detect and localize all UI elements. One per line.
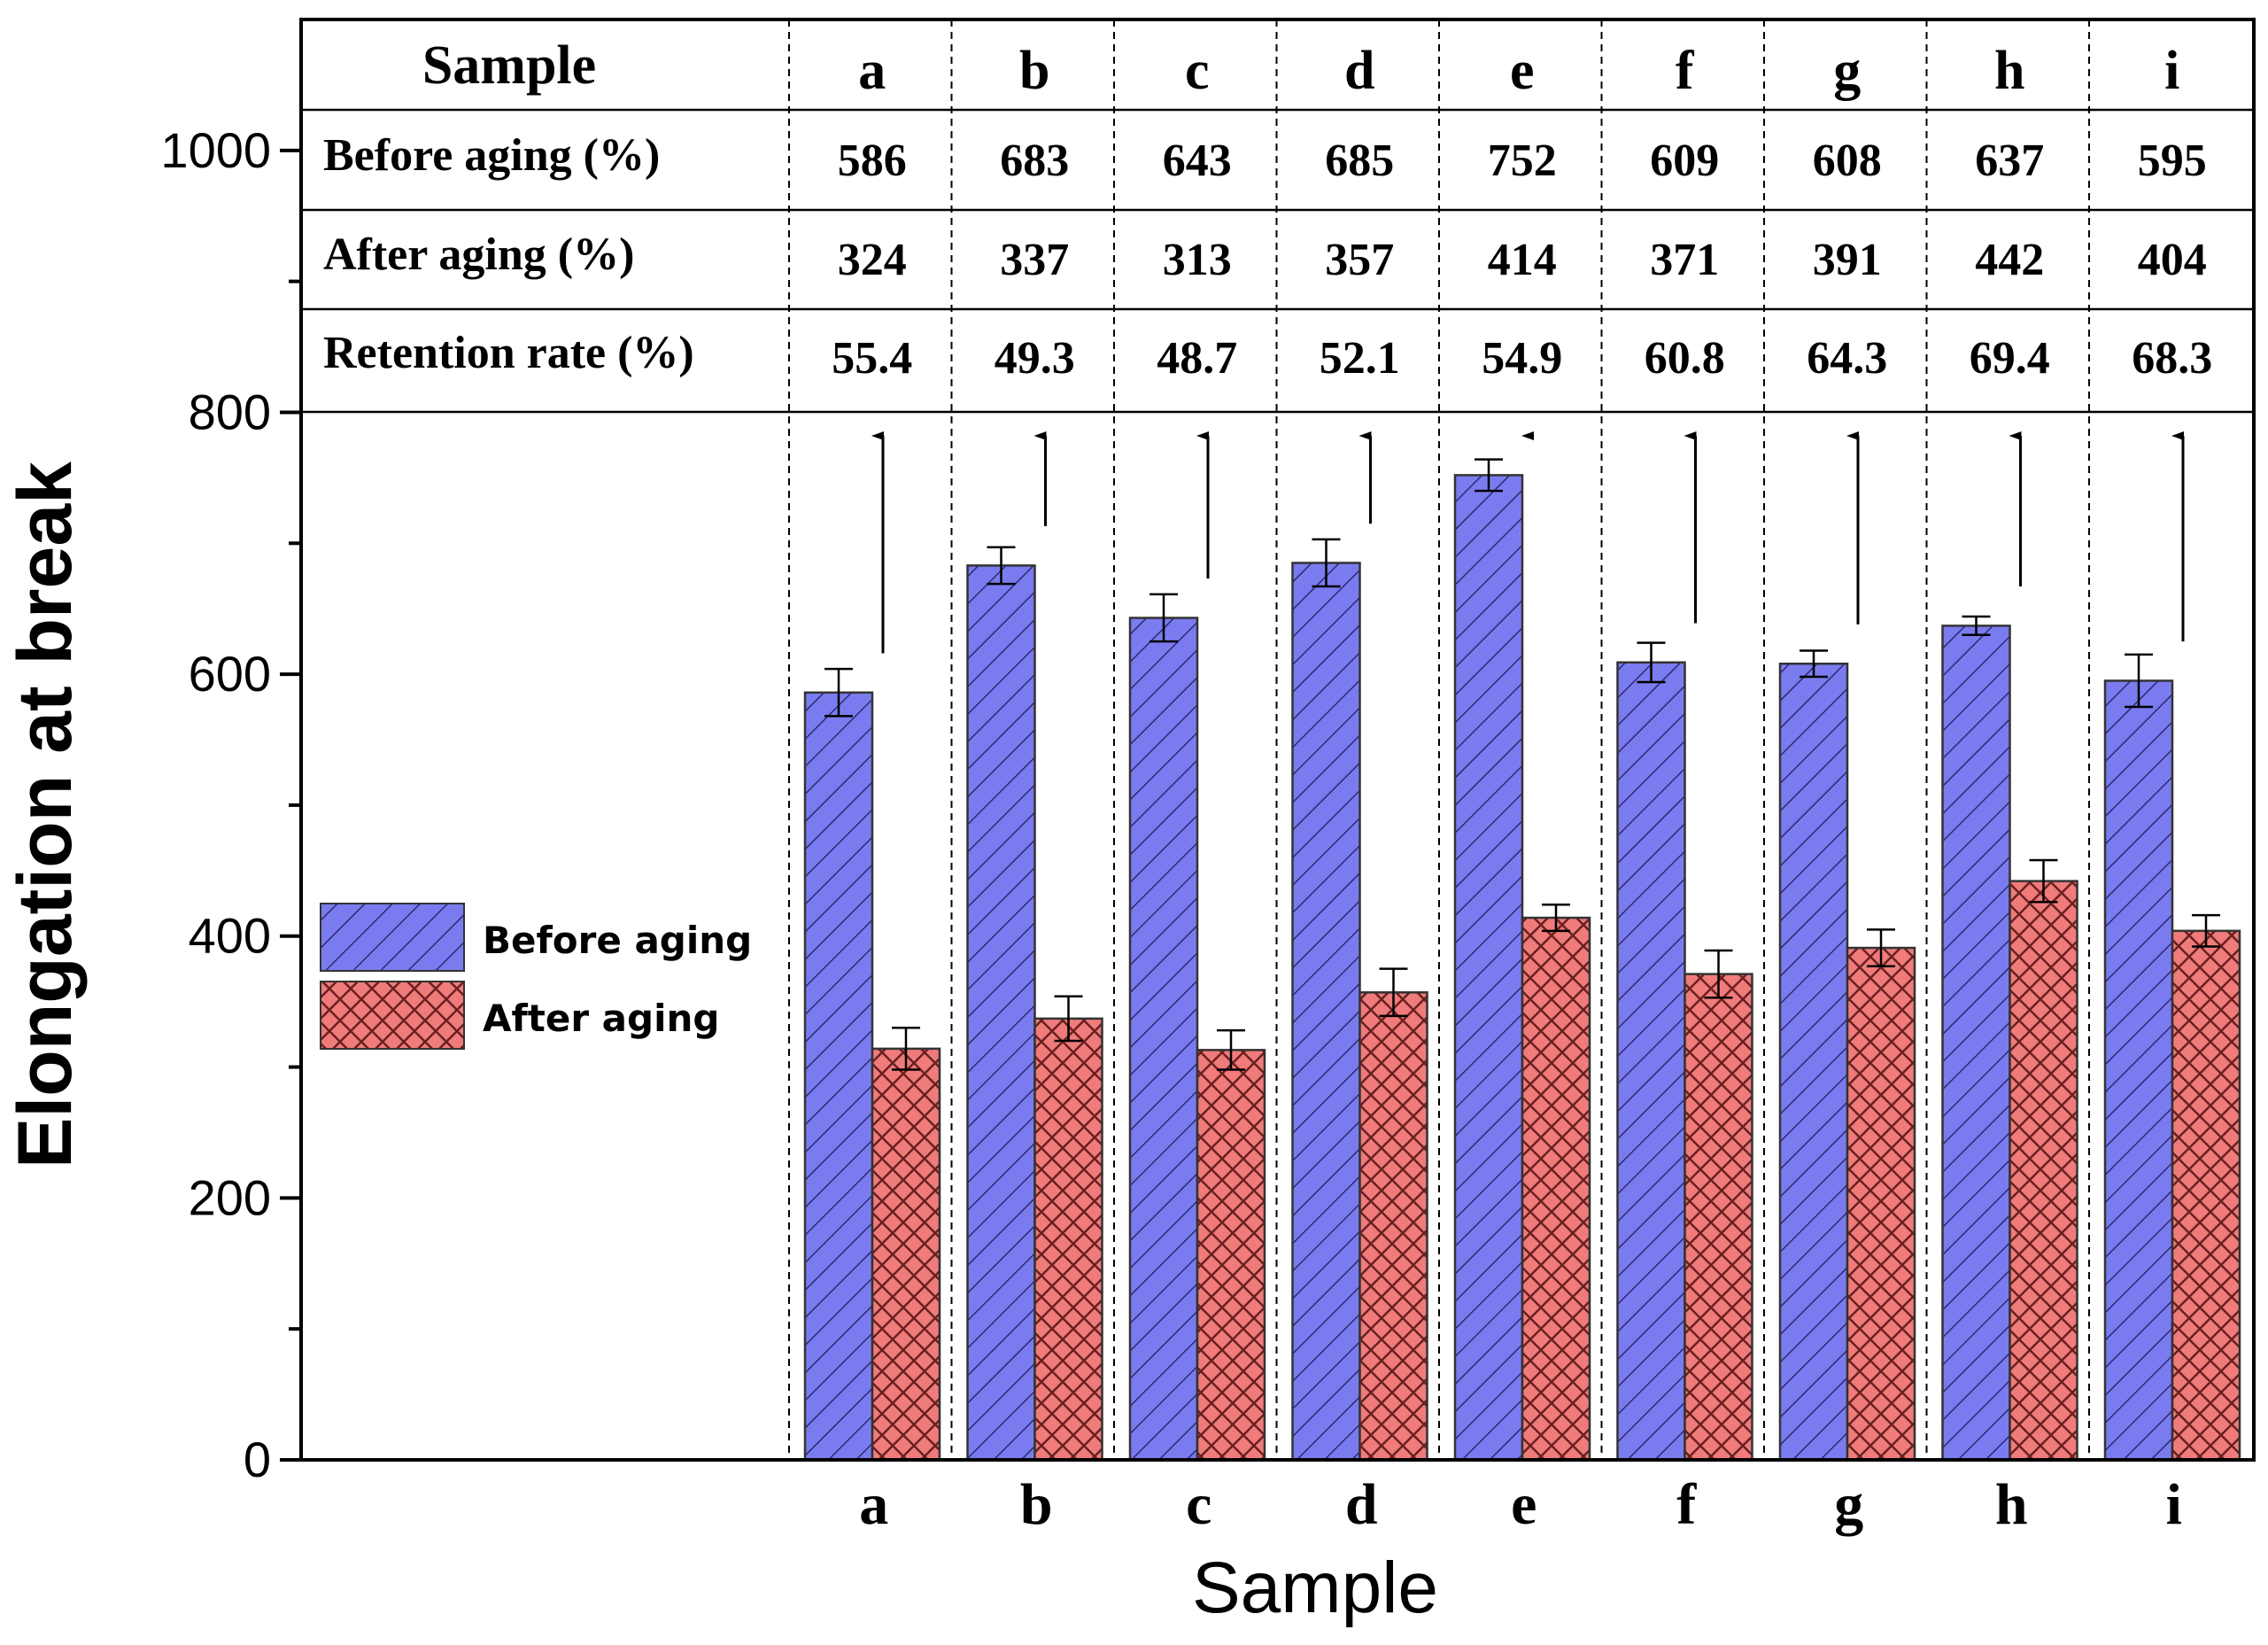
table-cell: 313 [1163, 235, 1232, 285]
table-row-label: Before aging (%) [323, 130, 660, 181]
table-cell: 414 [1488, 235, 1557, 285]
table-cell: 685 [1325, 136, 1394, 186]
y-tick-label: 400 [189, 908, 271, 964]
table-cell: 55.4 [832, 333, 912, 384]
bar-series [803, 458, 2241, 1462]
table-column-header: h [1994, 41, 2024, 101]
bar-after-aging [2009, 880, 2078, 1462]
bar-after-aging [1521, 916, 1591, 1462]
bar-after-aging [1684, 973, 1753, 1462]
legend-swatch-after [320, 981, 465, 1050]
table-cell: 64.3 [1807, 333, 1887, 384]
x-tick-label: i [2166, 1472, 2182, 1537]
bar-before-aging [1453, 474, 1524, 1462]
table-cell: 52.1 [1320, 333, 1400, 384]
bar-before-aging [2103, 679, 2174, 1462]
bar-before-aging [803, 691, 874, 1462]
table-cell: 337 [1000, 235, 1069, 285]
table-cell: 60.8 [1645, 333, 1725, 384]
bar-after-aging [1846, 946, 1916, 1462]
bar-after-aging [871, 1047, 941, 1462]
legend-label-after: After aging [483, 997, 719, 1040]
y-tick-label: 200 [189, 1169, 271, 1225]
y-tick-label: 800 [189, 384, 271, 439]
y-tick-label: 0 [244, 1432, 271, 1487]
table-column-header: i [2164, 41, 2179, 101]
table-cell: 404 [2138, 235, 2207, 285]
bar-before-aging [966, 564, 1036, 1462]
table-column-header: d [1344, 41, 1374, 101]
legend-label-before: Before aging [483, 919, 752, 962]
table-cell: 54.9 [1482, 333, 1562, 384]
x-tick-label: e [1511, 1472, 1537, 1537]
y-axis-label: Elongation at break [3, 462, 88, 1168]
table-cell: 371 [1650, 235, 1719, 285]
table-cell: 595 [2138, 136, 2207, 186]
bar-after-aging [1196, 1049, 1266, 1462]
bar-after-aging [1358, 991, 1428, 1462]
legend: Before aging After aging [320, 903, 752, 1050]
table-cell: 643 [1163, 136, 1232, 186]
table-column-header: b [1019, 41, 1049, 101]
bar-before-aging [1616, 661, 1686, 1462]
table-cell: 683 [1000, 136, 1069, 186]
bar-before-aging [1291, 562, 1361, 1462]
bar-before-aging [1941, 625, 2011, 1462]
x-tick-label: a [859, 1472, 888, 1537]
table-cell: 752 [1488, 136, 1557, 186]
table-cell: 68.3 [2132, 333, 2212, 384]
plot-frame [299, 18, 2256, 1462]
table-cell: 586 [838, 136, 907, 186]
table-cell: 49.3 [995, 333, 1075, 384]
table-cell: 391 [1813, 235, 1882, 285]
x-axis-label: Sample [1192, 1548, 1438, 1628]
table-column-header: e [1510, 41, 1535, 101]
table-row-label: After aging (%) [323, 229, 634, 280]
increase-arrows [871, 431, 2185, 654]
table-cell: 48.7 [1157, 333, 1237, 384]
x-tick-label: h [1995, 1472, 2028, 1537]
x-tick-label: g [1834, 1472, 1863, 1537]
column-divider-lines [788, 19, 2090, 1460]
x-tick-label: f [1676, 1472, 1697, 1537]
table-cell: 442 [1975, 235, 2044, 285]
bar-after-aging [2171, 929, 2241, 1462]
y-tick-label: 600 [189, 646, 271, 702]
data-table: Sample Before aging (%) 586 683 643 685 752 609… [301, 35, 2254, 414]
bar-after-aging [1033, 1017, 1103, 1462]
table-column-header: a [858, 41, 886, 101]
bar-before-aging [1778, 663, 1849, 1462]
y-tick-label: 1000 [160, 122, 271, 178]
table-cell: 324 [838, 235, 907, 285]
table-cell: 609 [1650, 136, 1719, 186]
table-row-label: Retention rate (%) [323, 328, 694, 378]
x-tick-label: b [1020, 1472, 1053, 1537]
legend-swatch-before [320, 903, 465, 972]
table-cell: 637 [1975, 136, 2044, 186]
table-column-header: f [1676, 41, 1695, 101]
x-tick-label: c [1186, 1472, 1211, 1537]
table-cell: 69.4 [1970, 333, 2050, 384]
table-cell: 608 [1813, 136, 1882, 186]
axes: 0 200 400 600 800 1000 a b c d e f g h i [160, 18, 2256, 1537]
x-tick-label: d [1345, 1472, 1378, 1537]
table-header-label: Sample [422, 35, 596, 96]
bar-before-aging [1128, 617, 1199, 1462]
table-column-header: c [1185, 41, 1210, 101]
table-cell: 357 [1325, 235, 1394, 285]
table-column-header: g [1833, 41, 1861, 101]
